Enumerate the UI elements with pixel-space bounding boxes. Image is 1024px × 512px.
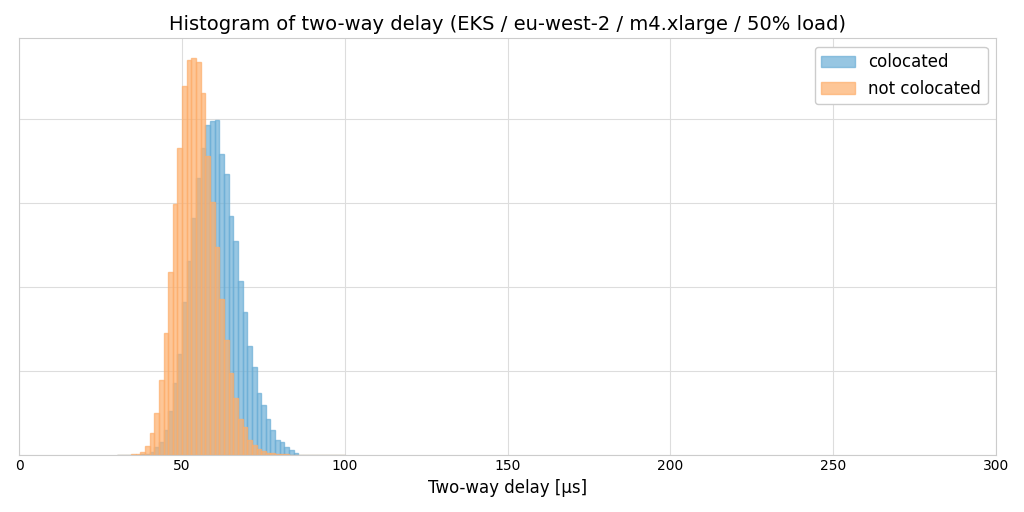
Bar <box>294 453 298 455</box>
Bar <box>155 413 159 455</box>
Bar <box>270 430 275 455</box>
Bar <box>196 62 201 455</box>
Bar <box>164 333 168 455</box>
Bar <box>224 174 228 455</box>
Bar <box>243 312 247 455</box>
Bar <box>186 261 191 455</box>
Title: Histogram of two-way delay (EKS / eu-west-2 / m4.xlarge / 50% load): Histogram of two-way delay (EKS / eu-wes… <box>169 15 846 34</box>
Bar <box>238 282 243 455</box>
Bar <box>247 440 252 455</box>
Bar <box>224 339 228 455</box>
Bar <box>257 449 261 455</box>
Bar <box>168 272 173 455</box>
Bar <box>196 178 201 455</box>
Bar <box>252 367 257 455</box>
Bar <box>243 426 247 455</box>
Bar <box>247 346 252 455</box>
Bar <box>140 452 145 455</box>
Bar <box>135 454 140 455</box>
Bar <box>215 247 219 455</box>
Bar <box>270 454 275 455</box>
Bar <box>219 299 224 455</box>
Bar <box>173 204 177 455</box>
Bar <box>261 451 266 455</box>
Bar <box>145 446 150 455</box>
Bar <box>177 148 182 455</box>
Bar <box>210 121 215 455</box>
Bar <box>228 373 233 455</box>
Bar <box>252 444 257 455</box>
Bar <box>177 354 182 455</box>
Bar <box>238 419 243 455</box>
Bar <box>159 379 164 455</box>
X-axis label: Two-way delay [µs]: Two-way delay [µs] <box>428 479 587 497</box>
Bar <box>233 398 238 455</box>
Bar <box>150 433 155 455</box>
Bar <box>206 156 210 455</box>
Bar <box>164 430 168 455</box>
Bar <box>228 216 233 455</box>
Bar <box>155 447 159 455</box>
Bar <box>206 125 210 455</box>
Bar <box>201 148 206 455</box>
Bar <box>159 441 164 455</box>
Bar <box>261 406 266 455</box>
Bar <box>285 447 289 455</box>
Bar <box>150 452 155 455</box>
Bar <box>201 93 206 455</box>
Bar <box>266 419 270 455</box>
Legend: colocated, not colocated: colocated, not colocated <box>815 47 987 104</box>
Bar <box>219 154 224 455</box>
Bar <box>257 393 261 455</box>
Bar <box>210 202 215 455</box>
Bar <box>289 450 294 455</box>
Bar <box>280 442 285 455</box>
Bar <box>182 87 186 455</box>
Bar <box>215 120 219 455</box>
Bar <box>182 302 186 455</box>
Bar <box>266 453 270 455</box>
Bar <box>191 218 196 455</box>
Bar <box>191 58 196 455</box>
Bar <box>233 241 238 455</box>
Bar <box>186 59 191 455</box>
Bar <box>168 412 173 455</box>
Bar <box>275 454 280 455</box>
Bar <box>275 440 280 455</box>
Bar <box>173 382 177 455</box>
Bar <box>145 454 150 455</box>
